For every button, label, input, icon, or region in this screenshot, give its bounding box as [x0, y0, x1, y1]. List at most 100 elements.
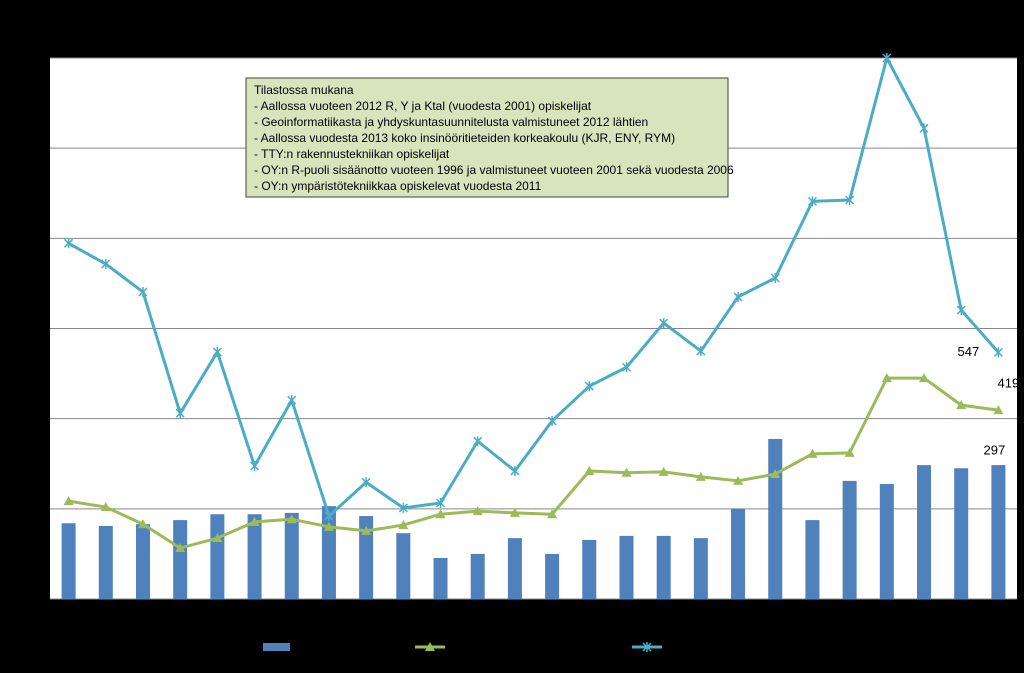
marker	[807, 448, 818, 458]
marker	[770, 469, 781, 479]
marker	[361, 525, 372, 535]
data-label: 297	[984, 443, 1006, 458]
y-tick-label: 0	[37, 591, 44, 605]
marker	[509, 507, 520, 517]
y-tick-label: 400	[24, 411, 44, 425]
marker	[137, 519, 148, 529]
bar	[805, 520, 820, 599]
bar	[359, 516, 374, 599]
marker	[642, 642, 652, 652]
annotation-line: - TTY:n rakennustekniikan opiskelijat	[254, 147, 450, 161]
annotation-box	[245, 77, 729, 198]
bar	[173, 520, 188, 599]
marker	[993, 405, 1004, 415]
marker	[175, 408, 185, 419]
marker	[473, 436, 483, 447]
bar	[470, 553, 485, 599]
marker	[398, 520, 409, 530]
annotation-line: - Aallossa vuodesta 2013 koko insinöörit…	[254, 131, 675, 145]
y-tick-label: 800	[24, 231, 44, 245]
bar	[284, 512, 299, 599]
marker	[919, 123, 929, 134]
marker	[733, 291, 743, 302]
marker	[286, 514, 297, 524]
marker	[435, 509, 446, 519]
bar	[731, 508, 746, 599]
marker	[64, 238, 74, 249]
marker	[584, 381, 594, 392]
marker	[398, 502, 408, 513]
annotation-line: - OY:n R-puoli sisäänotto vuoteen 1996 j…	[254, 163, 734, 177]
bar	[842, 480, 857, 599]
marker	[845, 195, 855, 206]
annotation-line: - Geoinformatiikasta ja yhdyskuntasuunni…	[254, 115, 648, 129]
annotation-line: - OY:n ympäristötekniikkaa opiskelevat v…	[254, 179, 542, 193]
bar	[433, 557, 448, 599]
marker	[547, 415, 557, 426]
bar	[619, 535, 634, 599]
bar	[61, 523, 76, 599]
y-tick-label: 1200	[17, 50, 44, 64]
bar	[247, 514, 262, 599]
marker	[472, 506, 483, 516]
bar	[210, 514, 225, 599]
marker	[510, 465, 520, 476]
data-label: 419	[998, 376, 1020, 391]
y-tick-label: 200	[24, 501, 44, 515]
marker	[138, 286, 148, 297]
marker	[621, 467, 632, 477]
annotation-line: Tilastossa mukana	[254, 83, 354, 97]
marker	[956, 305, 966, 316]
marker	[696, 346, 706, 357]
marker	[993, 347, 1003, 358]
marker	[584, 465, 595, 475]
bar	[768, 438, 783, 599]
marker	[919, 373, 930, 383]
marker	[547, 509, 558, 519]
bar	[954, 468, 969, 599]
bar	[879, 484, 894, 599]
bar	[693, 538, 708, 599]
marker	[249, 516, 260, 526]
marker	[807, 196, 817, 207]
marker	[435, 497, 446, 508]
marker	[770, 273, 780, 284]
bar	[656, 535, 671, 599]
line	[68, 376, 999, 550]
marker	[956, 400, 967, 410]
marker	[882, 53, 892, 63]
marker	[212, 346, 222, 357]
bar	[545, 553, 560, 599]
marker	[881, 373, 892, 383]
marker	[175, 543, 186, 553]
line	[67, 53, 1000, 519]
bar	[991, 465, 1006, 599]
bar	[98, 525, 113, 599]
y-tick-label: 1000	[17, 140, 44, 154]
marker	[287, 395, 297, 406]
bar	[396, 533, 411, 599]
marker	[324, 511, 334, 522]
bar	[917, 465, 932, 599]
bar	[507, 538, 522, 599]
y-tick-label: 600	[24, 321, 44, 335]
marker	[323, 521, 334, 531]
marker	[658, 466, 669, 476]
marker	[659, 318, 669, 329]
marker	[844, 447, 855, 457]
marker	[695, 471, 706, 481]
marker	[361, 477, 371, 488]
legend-swatch	[263, 643, 290, 651]
bar	[582, 539, 597, 599]
marker	[212, 533, 223, 543]
marker	[425, 642, 435, 651]
marker	[733, 475, 744, 485]
marker	[621, 362, 632, 373]
marker	[63, 496, 74, 506]
bar	[135, 524, 150, 599]
data-label: 547	[958, 344, 980, 359]
marker	[250, 461, 260, 472]
marker	[101, 259, 111, 270]
